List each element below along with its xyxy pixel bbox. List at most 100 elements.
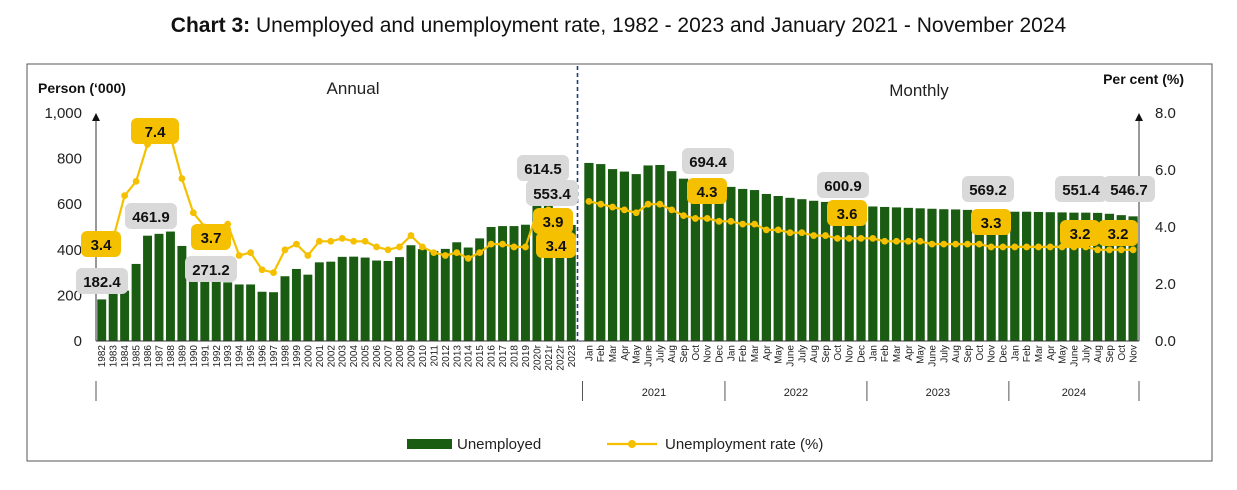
bar-monthly-8 bbox=[678, 178, 689, 341]
x-tick-annual: 2012 bbox=[441, 345, 452, 368]
rate-point-monthly-44 bbox=[1106, 246, 1113, 254]
x-tick-annual: 2018 bbox=[510, 345, 521, 368]
value-label-7: 569.2 bbox=[969, 182, 1007, 199]
x-tick-monthly: July bbox=[1081, 345, 1092, 363]
rate-label-8-box bbox=[1060, 220, 1100, 246]
rate-point-annual-2012 bbox=[441, 252, 449, 259]
rate-point-monthly-20 bbox=[822, 232, 829, 239]
x-tick-monthly: Mar bbox=[892, 344, 903, 362]
legend-label-rate: Unemployment rate (%) bbox=[665, 436, 823, 453]
x-tick-monthly: June bbox=[644, 345, 655, 367]
bar-monthly-34 bbox=[986, 211, 996, 341]
bar-monthly-36 bbox=[1010, 211, 1020, 341]
rate-point-annual-2006 bbox=[373, 243, 380, 251]
rate-label-6-box bbox=[827, 200, 867, 226]
bar-monthly-31 bbox=[951, 209, 961, 341]
bar-annual-1984 bbox=[120, 290, 130, 341]
x-tick-monthly: Mar bbox=[608, 344, 619, 362]
rate-point-annual-2002 bbox=[327, 237, 335, 245]
x-tick-monthly: Nov bbox=[987, 345, 998, 363]
bar-annual-2008 bbox=[395, 257, 404, 341]
bar-monthly-10 bbox=[702, 183, 712, 341]
bar-annual-1987 bbox=[154, 233, 164, 341]
rate-point-monthly-29 bbox=[928, 240, 936, 248]
x-tick-monthly: Apr bbox=[904, 344, 915, 360]
year-label-2021: 2021 bbox=[642, 387, 666, 399]
bar-annual-2023 bbox=[566, 224, 576, 341]
x-tick-annual: 2023 bbox=[567, 345, 578, 368]
x-tick-monthly: June bbox=[786, 345, 797, 367]
right-tick-label: 6.0 bbox=[1155, 162, 1176, 179]
rate-point-annual-1984 bbox=[121, 192, 129, 200]
rate-point-monthly-2 bbox=[609, 203, 616, 211]
bar-annual-1986 bbox=[143, 235, 153, 341]
bar-monthly-19 bbox=[809, 200, 819, 341]
rate-label-7-box bbox=[971, 209, 1011, 235]
rate-point-monthly-37 bbox=[1023, 243, 1031, 251]
x-tick-annual: 1982 bbox=[97, 345, 108, 368]
bar-monthly-3 bbox=[619, 171, 630, 341]
x-tick-annual: 1998 bbox=[280, 345, 291, 368]
x-tick-monthly: Oct bbox=[833, 345, 844, 361]
x-tick-monthly: May bbox=[1058, 345, 1069, 364]
x-tick-annual: 2001 bbox=[315, 345, 326, 368]
rate-label-2-box bbox=[191, 224, 231, 250]
bar-monthly-28 bbox=[915, 208, 925, 341]
x-tick-annual: 2003 bbox=[338, 345, 349, 368]
bar-annual-2018 bbox=[509, 226, 519, 341]
rate-point-monthly-15 bbox=[762, 226, 770, 234]
x-tick-monthly: Mar bbox=[750, 344, 761, 362]
right-tick-label: 8.0 bbox=[1155, 105, 1176, 122]
rate-point-annual-2000 bbox=[304, 252, 312, 259]
rate-point-monthly-11 bbox=[715, 217, 723, 225]
rate-point-monthly-16 bbox=[774, 226, 782, 234]
bar-annual-2002 bbox=[326, 261, 336, 341]
bar-monthly-12 bbox=[726, 186, 736, 341]
x-tick-monthly: Dec bbox=[857, 345, 868, 363]
rate-point-monthly-46 bbox=[1129, 246, 1137, 254]
x-tick-monthly: Aug bbox=[809, 345, 820, 363]
bar-annual-1990 bbox=[188, 256, 198, 341]
rate-label-6: 3.6 bbox=[837, 206, 858, 223]
rate-point-monthly-14 bbox=[751, 220, 758, 228]
value-label-9: 546.7 bbox=[1110, 182, 1148, 199]
bar-annual-2021r bbox=[543, 184, 553, 341]
bar-annual-2015 bbox=[475, 238, 485, 341]
bar-annual-1992 bbox=[211, 279, 221, 341]
rate-point-monthly-28 bbox=[916, 237, 924, 245]
rate-point-annual-1989 bbox=[178, 175, 186, 182]
chart-title: Chart 3: Unemployed and unemployment rat… bbox=[0, 14, 1237, 38]
bar-annual-1998 bbox=[280, 276, 290, 341]
left-tick-label: 1,000 bbox=[44, 105, 82, 122]
rate-point-annual-1990 bbox=[189, 209, 197, 217]
rate-point-monthly-12 bbox=[727, 217, 735, 225]
bar-annual-2000 bbox=[303, 274, 313, 341]
bar-annual-2013 bbox=[452, 242, 462, 341]
legend-swatch-unemployed bbox=[407, 439, 452, 449]
x-tick-monthly: June bbox=[927, 345, 938, 367]
rate-point-monthly-38 bbox=[1035, 243, 1042, 251]
value-label-5-box bbox=[682, 148, 734, 174]
x-tick-monthly: Jan bbox=[868, 345, 879, 361]
rate-point-monthly-23 bbox=[857, 235, 865, 242]
x-tick-monthly: Aug bbox=[1093, 345, 1104, 363]
x-tick-monthly: Jan bbox=[1010, 345, 1021, 361]
bar-annual-2006 bbox=[372, 260, 382, 341]
x-tick-monthly: Sep bbox=[821, 345, 832, 363]
value-label-0: 182.4 bbox=[83, 274, 121, 291]
rate-point-monthly-32 bbox=[964, 240, 971, 248]
bar-monthly-43 bbox=[1092, 212, 1103, 341]
x-tick-monthly: Sep bbox=[679, 345, 690, 363]
x-tick-monthly: Nov bbox=[845, 345, 856, 363]
legend-label-unemployed: Unemployed bbox=[457, 436, 541, 453]
bar-annual-1995 bbox=[246, 284, 256, 341]
bar-annual-1982 bbox=[97, 299, 107, 341]
x-tick-monthly: Oct bbox=[975, 345, 986, 361]
value-label-8: 551.4 bbox=[1062, 182, 1100, 199]
year-label-2024: 2024 bbox=[1062, 387, 1086, 399]
bar-annual-2003 bbox=[337, 256, 347, 341]
bar-monthly-4 bbox=[631, 174, 641, 341]
bar-monthly-14 bbox=[749, 190, 760, 341]
bar-annual-1993 bbox=[223, 282, 233, 341]
bar-annual-2011 bbox=[429, 250, 439, 341]
